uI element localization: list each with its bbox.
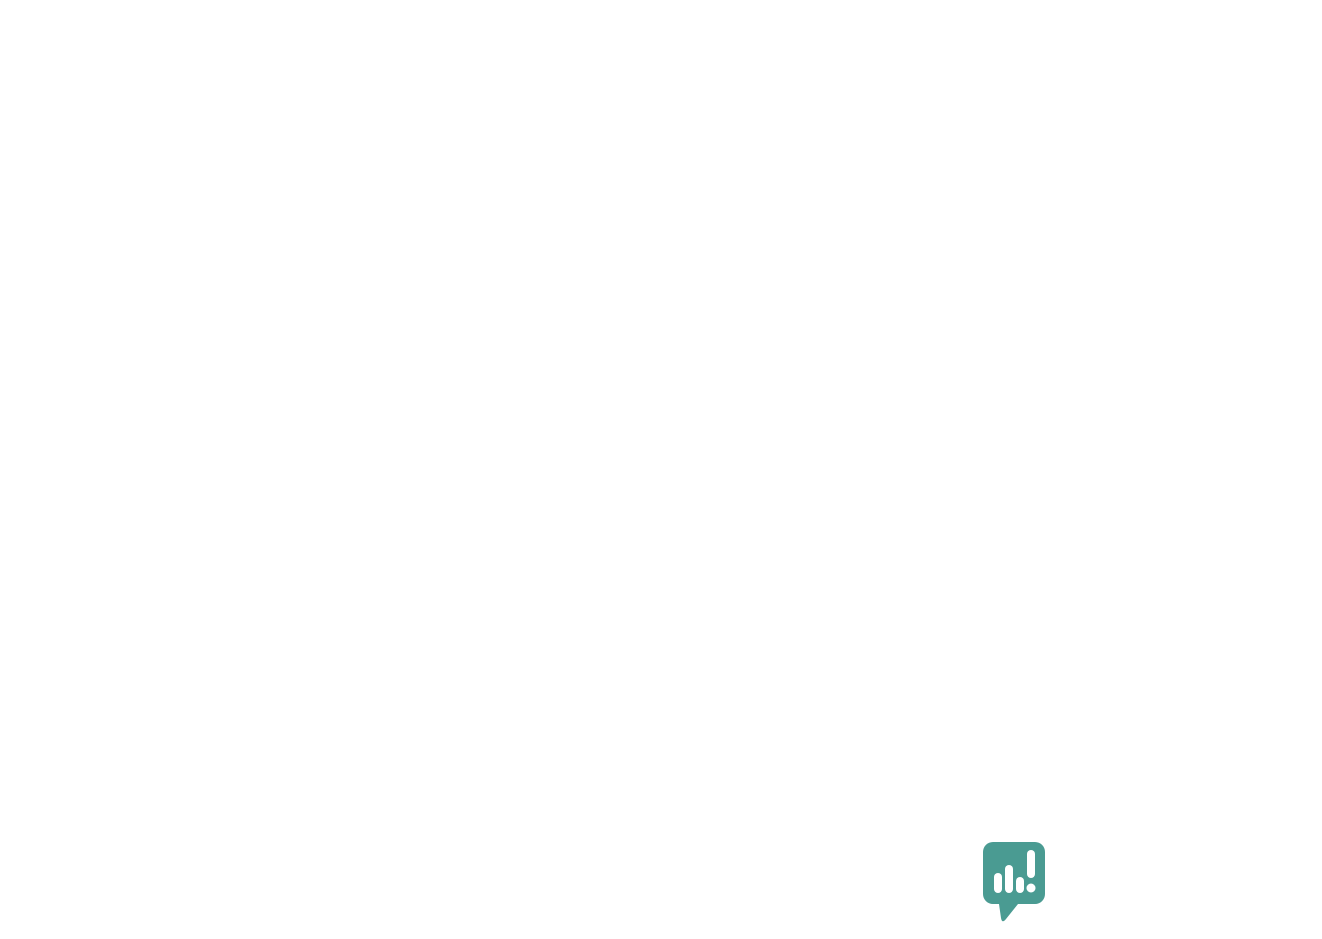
chart-bar-glyph-3	[1016, 877, 1024, 893]
exclamation-dot-glyph	[1026, 883, 1036, 893]
chart-bar-glyph-1	[994, 873, 1002, 893]
speech-bubble-shape	[983, 842, 1045, 922]
newsworthy-logo	[981, 840, 1063, 930]
newsworthy-logo-icon	[983, 842, 1045, 922]
chart-bar-glyph-2	[1005, 865, 1013, 893]
exclamation-bar-glyph	[1027, 850, 1035, 878]
